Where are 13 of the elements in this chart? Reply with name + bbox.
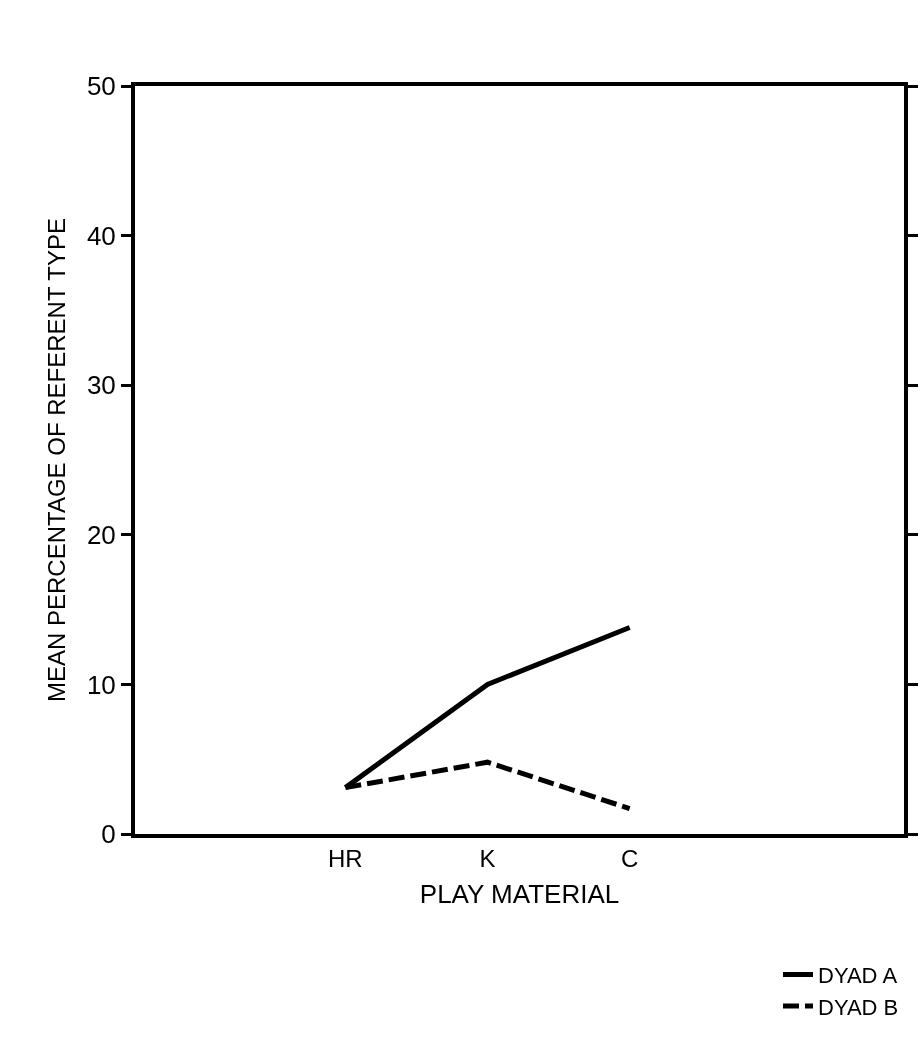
- y-tick-label: 10: [86, 669, 116, 700]
- x-tick-label: K: [479, 844, 496, 872]
- x-tick-label: HR: [328, 844, 363, 872]
- x-axis-title: PLAY MATERIAL: [419, 879, 620, 909]
- x-tick-label: C: [620, 844, 639, 872]
- y-tick-label: 30: [86, 370, 116, 401]
- y-tick-label: 40: [86, 220, 116, 251]
- y-tick-label: 50: [86, 71, 116, 102]
- y-tick-label: 20: [86, 519, 116, 550]
- y-axis-title: MEAN PERCENTAGE OF REFERENT TYPE: [43, 217, 71, 703]
- legend-label: DYAD A: [818, 963, 898, 989]
- legend-label: DYAD B: [818, 994, 899, 1020]
- y-tick-label: 0: [101, 819, 116, 850]
